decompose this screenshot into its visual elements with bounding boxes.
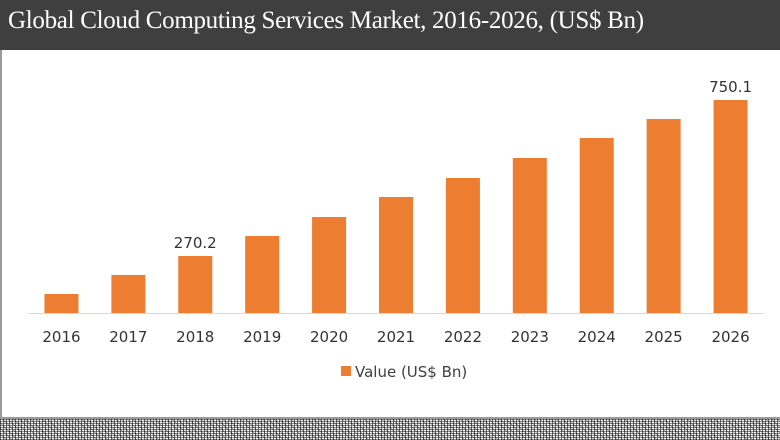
x-tick-label-2025: 2025 [645,328,683,346]
header-bar: Global Cloud Computing Services Market, … [0,0,780,50]
legend-label: Value (US$ Bn) [355,363,467,381]
x-tick-label-2020: 2020 [310,328,348,346]
x-tick-label-2018: 2018 [176,328,214,346]
bar-2018 [178,256,213,313]
bar-2016 [44,294,79,313]
data-label-2018: 270.2 [174,234,217,252]
x-tick-label-2022: 2022 [444,328,482,346]
bar-2026 [713,100,748,313]
bar-2022 [445,177,480,313]
x-tick-labels: 2016 2017 2018 2019 2020 2021 2022 2023 2024 2025… [42,328,749,346]
noise-strip [0,419,780,440]
bar-2025 [646,119,681,313]
x-tick-label-2026: 2026 [711,328,749,346]
x-tick-label-2023: 2023 [511,328,549,346]
data-label-2026: 750.1 [709,78,752,96]
x-tick-label-2024: 2024 [578,328,616,346]
bar-2017 [111,274,146,313]
x-tick-label-2016: 2016 [42,328,80,346]
x-tick-label-2017: 2017 [109,328,147,346]
x-tick-label-2019: 2019 [243,328,281,346]
bar-2021 [379,197,413,313]
page-title: Global Cloud Computing Services Market, … [8,7,644,34]
bar-chart: 2016 2017 2018 2019 2020 2021 2022 2023 2024 2025… [28,78,764,381]
legend-swatch [341,366,351,376]
bar-2020 [312,216,347,313]
legend: Value (US$ Bn) [341,363,467,381]
bars-group [44,100,748,313]
bar-2019 [245,235,280,313]
bar-2024 [579,138,614,313]
data-labels: 270.2 750.1 [174,78,752,252]
bar-2023 [512,157,547,313]
x-tick-label-2021: 2021 [377,328,415,346]
